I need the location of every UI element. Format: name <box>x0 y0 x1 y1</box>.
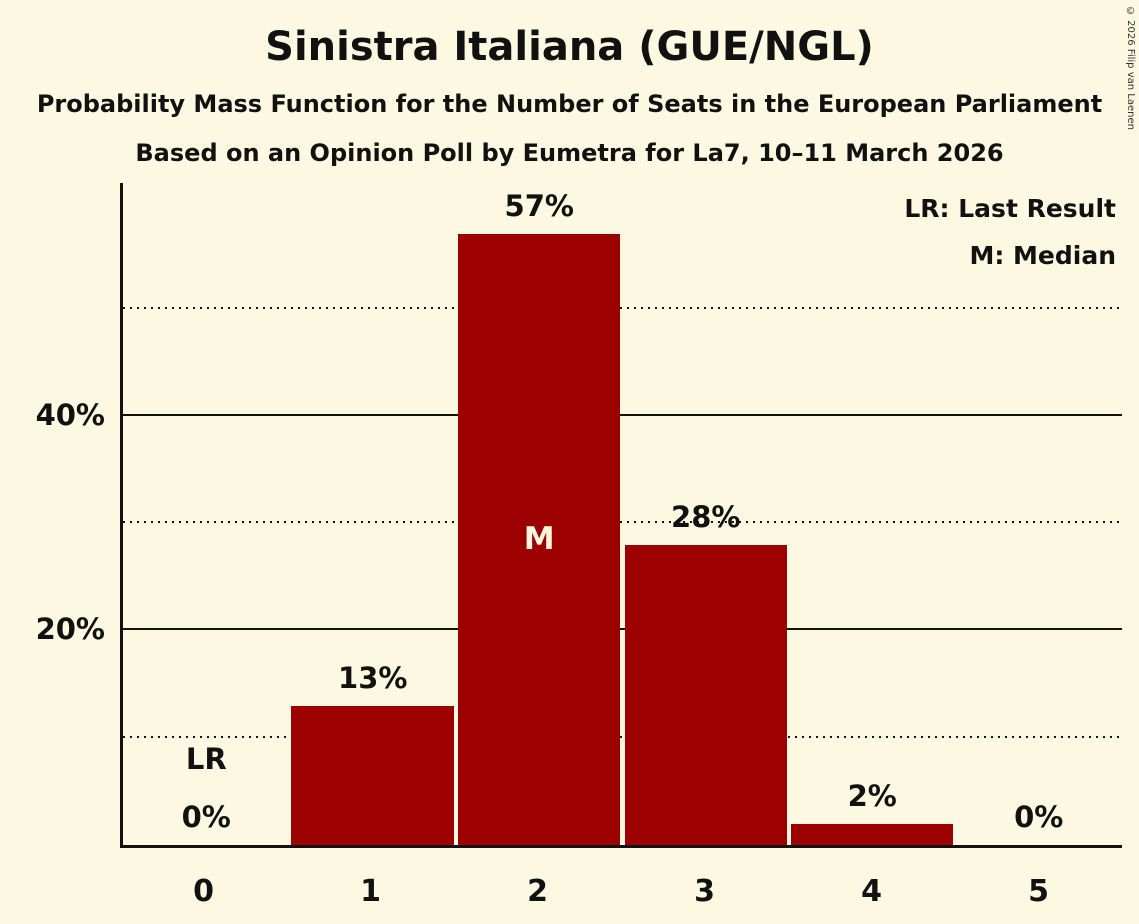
value-label-seat-5: 0% <box>1014 800 1064 834</box>
bar-seat-2: M <box>457 233 621 845</box>
legend-last-result: LR: Last Result <box>904 194 1116 223</box>
x-axis-label-0: 0 <box>193 874 214 909</box>
last-result-label: LR <box>185 742 227 776</box>
x-axis-label-1: 1 <box>360 874 381 909</box>
bar-seat-4 <box>790 823 954 845</box>
copyright-notice: © 2026 Filip van Laenen <box>1125 6 1136 130</box>
chart-subtitle: Probability Mass Function for the Number… <box>36 90 1103 118</box>
bar-seat-3 <box>624 544 787 845</box>
bar-seat-1 <box>291 705 454 845</box>
legend-median: M: Median <box>969 241 1116 270</box>
value-label-seat-0: 0% <box>181 800 231 834</box>
chart-source-line: Based on an Opinion Poll by Eumetra for … <box>135 139 1004 167</box>
solid-gridline-20 <box>123 628 1122 631</box>
solid-gridline-40 <box>123 413 1122 416</box>
x-axis-labels: 0 1 2 3 4 5 <box>120 874 1122 909</box>
value-label-seat-2: 57% <box>504 188 574 223</box>
x-axis-label-2: 2 <box>527 874 548 909</box>
x-axis-label-4: 4 <box>861 874 882 909</box>
x-axis-label-3: 3 <box>694 874 715 909</box>
y-tick-label-20: 20% <box>35 612 105 647</box>
value-label-seat-4: 2% <box>847 778 897 813</box>
median-label: M <box>523 521 555 558</box>
page-title: Sinistra Italiana (GUE/NGL) <box>265 24 874 70</box>
dotted-gridline-50 <box>123 306 1122 309</box>
plot-area: LR: Last Result M: Median 0% LR 13% M 57% 28%… <box>120 183 1122 848</box>
x-axis-label-5: 5 <box>1028 874 1049 909</box>
value-label-seat-3: 28% <box>671 499 741 534</box>
value-label-seat-1: 13% <box>338 660 408 695</box>
legend: LR: Last Result M: Median <box>904 185 1116 279</box>
dotted-gridline-10 <box>123 735 1122 738</box>
y-tick-label-40: 40% <box>35 397 105 432</box>
dotted-gridline-30 <box>123 521 1122 524</box>
